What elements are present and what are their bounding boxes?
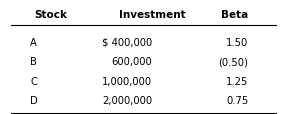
Text: D: D [30,95,38,105]
Text: 1.50: 1.50 [226,37,248,47]
Text: 0.75: 0.75 [226,95,248,105]
Text: 600,000: 600,000 [111,57,152,66]
Text: 2,000,000: 2,000,000 [102,95,152,105]
Text: 1.25: 1.25 [226,76,248,86]
Text: 1,000,000: 1,000,000 [102,76,152,86]
Text: C: C [30,76,37,86]
Text: B: B [30,57,37,66]
Text: Investment: Investment [119,10,186,20]
Text: A: A [30,37,37,47]
Text: Stock: Stock [34,10,67,20]
Text: $ 400,000: $ 400,000 [102,37,152,47]
Text: Beta: Beta [221,10,248,20]
Text: (0.50): (0.50) [218,57,248,66]
